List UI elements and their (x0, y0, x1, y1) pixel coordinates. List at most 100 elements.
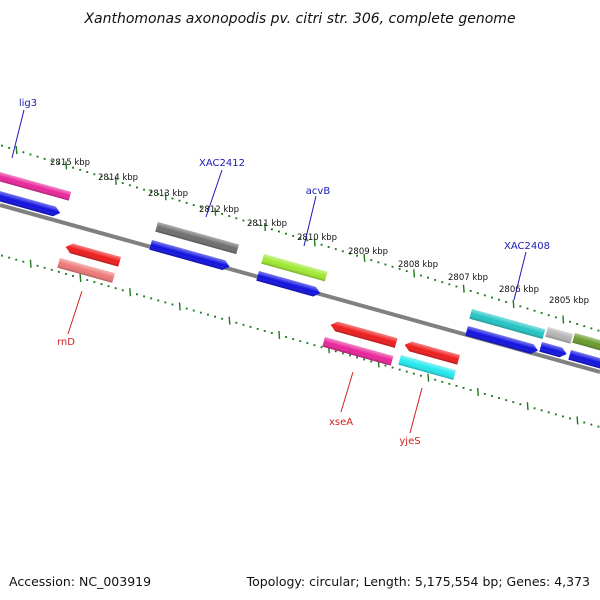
kbp-label: 2808 kbp (398, 260, 438, 270)
minor-tick (285, 232, 287, 235)
minor-tick (178, 199, 181, 202)
minor-tick (36, 155, 39, 158)
minor-tick (441, 281, 444, 284)
minor-tick (363, 358, 366, 361)
minor-tick (526, 307, 529, 310)
kbp-label: 2814 kbp (98, 173, 138, 183)
blue-feature-2 (149, 240, 230, 271)
minor-tick (533, 407, 536, 410)
minor-tick (377, 261, 380, 264)
minor-tick (128, 184, 131, 187)
minor-tick (121, 182, 124, 185)
map-title: Xanthomonas axonopodis pv. citri str. 30… (83, 11, 515, 27)
kbp-label: 2809 kbp (348, 247, 388, 257)
minor-tick (483, 294, 486, 297)
minor-tick (498, 298, 500, 301)
minor-tick (36, 264, 39, 267)
major-tick (512, 300, 515, 309)
major-tick (576, 416, 579, 425)
minor-tick (107, 177, 110, 180)
blue-feature-1 (0, 190, 61, 217)
minor-tick (263, 329, 266, 332)
minor-tick (22, 151, 25, 154)
minor-tick (455, 285, 458, 288)
minor-tick (207, 208, 209, 211)
minor-tick (491, 296, 493, 299)
salmon-feature (57, 258, 115, 283)
minor-tick (448, 382, 451, 385)
minor-tick (143, 295, 145, 298)
minor-tick (292, 338, 295, 341)
minor-tick (327, 245, 330, 248)
minor-tick (157, 299, 160, 302)
major-tick (114, 176, 117, 185)
minor-tick (505, 399, 508, 402)
minor-tick (185, 307, 188, 310)
minor-tick (50, 160, 53, 163)
minor-tick (547, 314, 550, 317)
minor-tick (420, 274, 422, 277)
minor-tick (547, 411, 550, 414)
minor-tick (29, 153, 32, 156)
minor-tick (228, 215, 231, 218)
minor-tick (121, 289, 124, 292)
minor-tick (1, 144, 3, 147)
minor-tick (299, 340, 302, 343)
red-feature-xsea (330, 321, 398, 348)
minor-tick (1, 254, 3, 257)
minor-tick (93, 173, 96, 176)
leader-line (303, 195, 317, 247)
major-tick (15, 145, 18, 155)
minor-tick (270, 332, 273, 334)
minor-tick (505, 300, 508, 303)
major-tick (526, 402, 529, 411)
minor-tick (540, 311, 543, 314)
minor-tick (192, 204, 195, 207)
minor-tick (242, 323, 245, 326)
minor-tick (8, 146, 11, 149)
gene-label-acvb: acvB (306, 186, 331, 197)
lime-feature-acvb (261, 254, 328, 282)
minor-tick (79, 168, 82, 171)
minor-tick (334, 248, 337, 251)
minor-tick (420, 374, 422, 377)
major-tick (79, 273, 82, 283)
kbp-label: 2815 kbp (50, 158, 90, 168)
minor-tick (398, 368, 401, 371)
minor-tick (270, 228, 273, 231)
minor-tick (242, 219, 245, 222)
blue-feature-3 (256, 271, 321, 297)
topology-text: Topology: circular; Length: 5,175,554 bp… (246, 574, 590, 589)
leader-line (11, 109, 25, 159)
minor-tick (199, 206, 202, 209)
major-tick (363, 253, 366, 262)
gene-label-lig3: lig3 (19, 98, 37, 109)
leader-line (409, 387, 423, 434)
minor-tick (398, 267, 401, 270)
minor-tick (391, 265, 394, 268)
minor-tick (100, 175, 103, 178)
kbp-label: 2806 kbp (499, 285, 539, 295)
minor-tick (590, 327, 593, 330)
minor-tick (114, 287, 117, 290)
minor-tick (207, 313, 209, 316)
minor-tick (576, 323, 579, 325)
minor-tick (356, 254, 358, 257)
minor-tick (590, 423, 593, 426)
major-tick (129, 288, 132, 297)
minor-tick (441, 380, 444, 383)
minor-tick (597, 329, 600, 332)
gene-labels: lig3 XAC2412 acvB XAC2408 rnD xseA yjeS (19, 98, 550, 447)
minor-tick (249, 221, 252, 224)
minor-tick (57, 162, 60, 165)
minor-tick (214, 315, 216, 318)
minor-tick (164, 301, 167, 304)
kbp-label: 2805 kbp (549, 296, 589, 306)
minor-tick (554, 413, 557, 416)
kbp-scale: 2815 kbp 2814 kbp 2813 kbp 2812 kbp 2811 kbp… (50, 158, 589, 306)
minor-tick (320, 243, 323, 246)
minor-tick (292, 234, 295, 237)
minor-tick (583, 421, 586, 424)
gene-label-yjes: yjeS (399, 436, 420, 447)
minor-tick (412, 372, 415, 375)
